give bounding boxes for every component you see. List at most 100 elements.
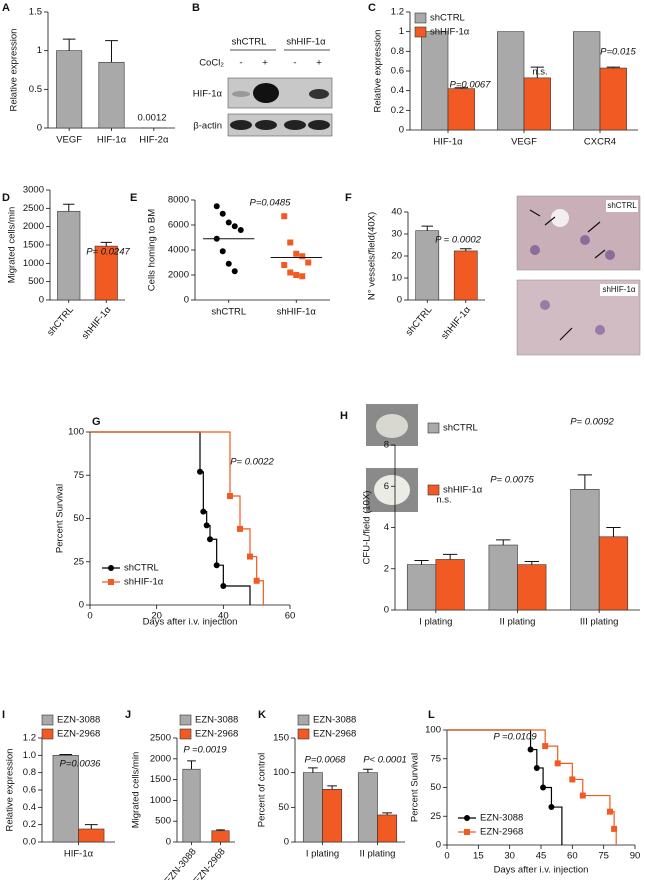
error-bar: [421, 225, 434, 231]
legend-label: shCTRL: [443, 423, 478, 434]
sign: +: [262, 58, 268, 69]
bar: [517, 564, 547, 611]
error-bar: [84, 824, 98, 829]
annotation: P= 0.0247: [86, 247, 130, 258]
y-axis-label: Relative expression: [373, 30, 384, 113]
panel-letter: E: [130, 192, 137, 204]
x-tick-label: EZN-3088: [162, 846, 198, 880]
legend-label: shHIF-1α: [124, 577, 164, 588]
histology: shCTRL shHIF-1α: [516, 195, 641, 356]
x-tick-label: EZN-2968: [191, 846, 227, 880]
error-bar: [216, 829, 225, 831]
bar: [435, 559, 465, 611]
marker: [554, 760, 561, 767]
y-tick-label: 150: [273, 733, 289, 744]
legend-label: shHIF-1α: [443, 485, 483, 496]
legend-label: EZN-2968: [480, 827, 523, 838]
cell: [580, 235, 590, 245]
y-tick-label: 0.6: [391, 66, 404, 77]
legend-swatch: [297, 714, 310, 726]
x-tick-label: VEGF: [56, 135, 82, 146]
survival-curve: [447, 729, 617, 845]
y-tick-label: 0.8: [23, 767, 36, 778]
marker: [299, 273, 306, 280]
bar: [357, 772, 378, 843]
bar: [573, 31, 601, 131]
marker: [219, 210, 226, 217]
x-tick-label: 40: [218, 611, 229, 622]
marker: [247, 553, 253, 560]
x-tick-label: 60: [567, 851, 578, 862]
y-tick-label: 0: [436, 840, 441, 851]
y-tick-label: 75: [73, 470, 84, 481]
annotation: P=0.0485: [250, 198, 292, 209]
marker: [203, 522, 210, 529]
legend-label: EZN-2968: [195, 729, 238, 740]
marker: [579, 792, 586, 799]
x-tick-label: VEGF: [511, 137, 537, 148]
x-tick-label: II plating: [500, 617, 536, 628]
marker: [287, 239, 294, 246]
y-tick-label: 1.2: [391, 7, 404, 18]
caption-box: [600, 284, 638, 296]
legend-swatch: [179, 714, 192, 726]
y-tick-label: 1: [37, 45, 42, 56]
cell: [530, 245, 540, 255]
panel-letter: K: [258, 709, 266, 721]
marker: [611, 825, 618, 832]
annotation: P =0.0109: [493, 732, 537, 743]
bar: [302, 772, 323, 843]
panel-letter: B: [192, 2, 200, 14]
marker: [231, 268, 238, 275]
blot: B shCTRL shHIF-1α CoCl₂ - + - + HIF-1α β…: [192, 2, 333, 137]
y-tick-label: 0: [399, 125, 404, 136]
marker: [213, 562, 220, 569]
y-tick-label: 100: [425, 725, 441, 736]
row-label: HIF-1α: [193, 89, 223, 100]
y-tick-label: 1: [399, 26, 404, 37]
annotation: n.s.: [532, 67, 547, 78]
marker: [237, 525, 243, 532]
annotation: P =0.0019: [183, 745, 227, 756]
bar: [322, 789, 343, 843]
legend-label: EZN-2968: [313, 729, 356, 740]
y-tick-label: 6: [384, 481, 389, 492]
x-tick-label: 45: [536, 851, 547, 862]
bar: [523, 77, 551, 131]
y-tick-label: 1.5: [29, 7, 42, 18]
x-tick-label: shCTRL: [211, 307, 246, 318]
marker: [227, 493, 233, 500]
marker: [293, 272, 300, 278]
band: [308, 120, 330, 130]
marker: [213, 203, 220, 210]
x-tick-label: 0: [444, 851, 449, 862]
marker: [108, 579, 114, 585]
x-tick-label: 15: [473, 851, 484, 862]
annotation: P= 0.0075: [490, 475, 534, 486]
y-tick-label: 0: [37, 123, 42, 134]
cell: [595, 325, 605, 335]
sign: -: [239, 58, 242, 69]
legend-swatch: [41, 714, 54, 726]
y-tick-label: 0.6: [23, 785, 36, 796]
sign: -: [293, 58, 296, 69]
x-tick-label: HIF-1α: [97, 135, 127, 146]
bar: [570, 489, 600, 611]
y-tick-label: 8000: [168, 195, 189, 206]
annotation: 0.0012: [137, 113, 166, 124]
annotation: P=0.015: [600, 47, 636, 58]
legend-label: EZN-2968: [57, 729, 100, 740]
bar: [406, 564, 437, 611]
marker: [281, 213, 288, 220]
y-tick-label: 4: [384, 522, 389, 533]
y-axis-label: Migrated cells/min: [131, 752, 142, 829]
bar: [599, 67, 627, 131]
y-tick-label: 75: [430, 753, 441, 764]
band: [255, 120, 277, 130]
y-tick-label: 0: [39, 295, 44, 306]
legend-swatch: [41, 728, 54, 740]
sign: +: [316, 58, 322, 69]
error-bar: [100, 241, 112, 247]
y-axis-label: Percent of control: [257, 753, 268, 827]
y-tick-label: 1.0: [23, 750, 36, 761]
